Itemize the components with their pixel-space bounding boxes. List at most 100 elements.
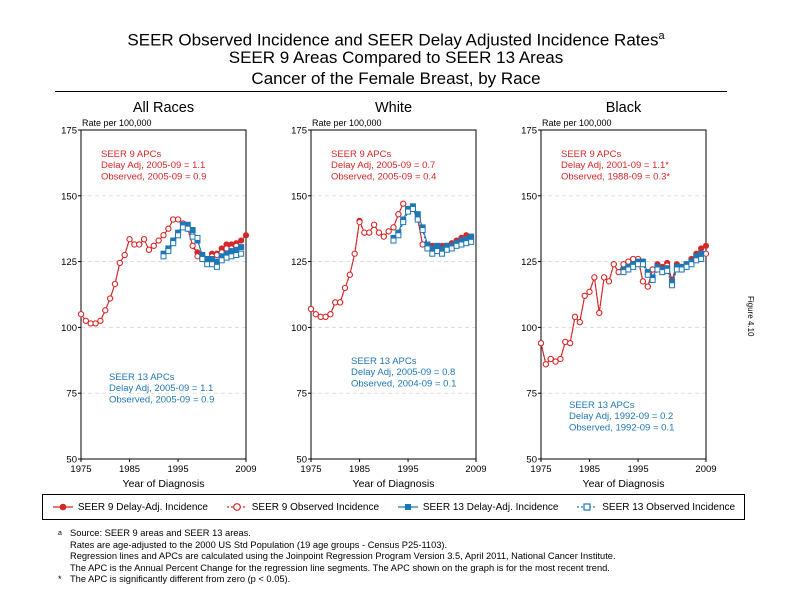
data-point (439, 245, 446, 252)
panel-title: Black (606, 100, 642, 116)
y-tick-label: 175 (61, 126, 77, 137)
data-point (228, 248, 235, 255)
x-axis-label: Year of Diagnosis (353, 478, 435, 490)
data-point (683, 263, 690, 270)
data-point (434, 248, 441, 255)
data-point (605, 278, 613, 285)
data-point (189, 233, 196, 240)
x-tick-label: 1985 (349, 464, 370, 475)
data-point (654, 266, 661, 273)
data-point (385, 228, 392, 235)
data-point (366, 229, 373, 236)
data-point (547, 355, 554, 363)
data-point (644, 271, 651, 278)
data-point (356, 219, 363, 226)
data-point (341, 284, 349, 292)
data-point (199, 255, 206, 262)
legend-item-seer13-delay: SEER 13 Delay-Adj. Incidence (397, 502, 558, 513)
figure-number: Figure 4.10 (746, 296, 755, 337)
data-point (322, 313, 329, 320)
legend: SEER 9 Delay-Adj. Incidence SEER 9 Obser… (42, 494, 745, 520)
data-point (312, 311, 319, 318)
seer9-apc-text: SEER 9 APCs (331, 149, 391, 160)
data-point (639, 278, 647, 285)
chart-title-line1: SEER Observed Incidence and SEER Delay A… (127, 30, 665, 50)
data-point (453, 242, 460, 249)
data-point (586, 288, 593, 295)
data-point (537, 340, 545, 347)
data-point (639, 261, 646, 268)
data-point (160, 232, 167, 239)
data-point (370, 221, 378, 228)
data-point (174, 216, 182, 223)
data-point (209, 255, 216, 262)
data-point (97, 317, 104, 324)
data-point (390, 237, 397, 244)
data-point (204, 261, 211, 268)
seer9-apc-text: Delay Adj, 2005-09 = 0.7 (331, 160, 435, 171)
data-point (620, 269, 627, 276)
data-point (204, 255, 211, 262)
data-point (375, 229, 383, 236)
data-point (116, 259, 123, 267)
data-point (576, 319, 583, 326)
x-tick-label: 1985 (119, 464, 140, 475)
data-point (136, 241, 143, 248)
data-point (390, 224, 397, 231)
data-point (448, 245, 455, 252)
data-point (170, 240, 177, 247)
data-point (458, 241, 465, 248)
data-point (155, 237, 162, 244)
y-tick-label: 125 (61, 257, 77, 268)
data-point (620, 261, 627, 268)
x-axis-label: Year of Diagnosis (123, 478, 205, 490)
data-point (380, 233, 387, 240)
data-point (92, 320, 99, 327)
data-point (194, 234, 201, 241)
data-point (702, 250, 710, 257)
seer9-apc-text: Observed, 1988-09 = 0.3* (561, 171, 670, 182)
data-point (552, 358, 559, 365)
data-point (337, 299, 344, 306)
seer13-apc-text: SEER 13 APCs (351, 356, 417, 367)
data-point (126, 236, 133, 243)
y-tick-label: 125 (291, 257, 307, 268)
data-point (414, 216, 421, 223)
x-tick-label: 2009 (465, 464, 486, 475)
y-tick-label: 100 (521, 323, 537, 334)
data-point (194, 253, 201, 260)
data-point (542, 361, 549, 368)
title-divider (55, 91, 727, 92)
footnote-line4: The APC is the Annual Percent Change for… (70, 562, 610, 573)
footnote-line5: The APC is significantly different from … (70, 574, 291, 585)
footnote-line2: Rates are age-adjusted to the 2000 US St… (70, 539, 448, 550)
data-point (160, 253, 167, 260)
data-point (610, 261, 617, 268)
data-point (591, 274, 598, 281)
data-point (238, 244, 245, 251)
y-tick-label: 175 (291, 126, 307, 137)
data-point (693, 257, 700, 264)
data-point (223, 254, 230, 261)
data-point (409, 205, 416, 212)
footnote-a-marker: a (58, 530, 62, 537)
data-point (669, 282, 676, 289)
data-point (346, 271, 353, 278)
legend-item-seer9-delay: SEER 9 Delay-Adj. Incidence (52, 502, 208, 513)
data-point (395, 211, 402, 218)
seer13-apc-text: Observed, 2005-09 = 0.9 (109, 394, 214, 405)
y-tick-label: 150 (61, 191, 77, 202)
x-tick-label: 1995 (627, 464, 648, 475)
data-point (213, 251, 220, 259)
data-point (218, 257, 225, 264)
data-point (77, 311, 85, 318)
data-point (625, 258, 632, 265)
data-point (463, 240, 470, 247)
data-point (557, 355, 564, 363)
panel-title: White (375, 100, 412, 116)
y-tick-label: 150 (521, 191, 537, 202)
data-point (405, 208, 412, 215)
data-point (400, 200, 407, 207)
y-tick-label: 75 (296, 389, 307, 400)
data-point (419, 227, 426, 234)
